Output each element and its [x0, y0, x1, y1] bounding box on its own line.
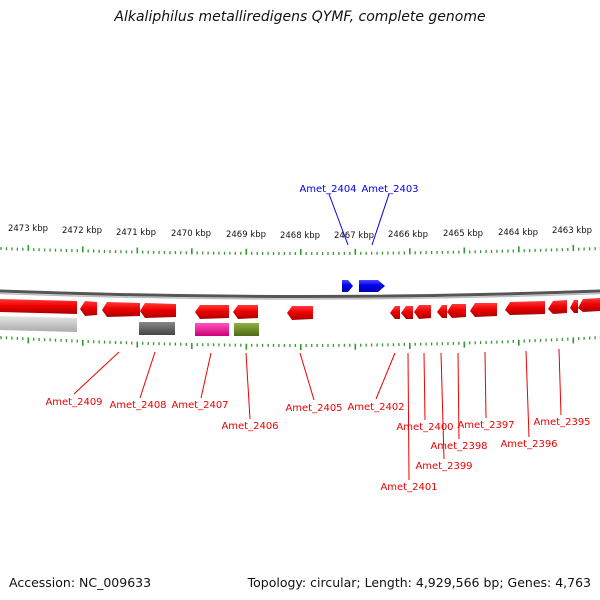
- gene-arrow-amet-2400[interactable]: [414, 305, 431, 319]
- gene-arrow-amet-2406[interactable]: [233, 305, 258, 319]
- gene-arrow-amet-2403[interactable]: [359, 280, 385, 292]
- gene-arrow-amet-2407b[interactable]: [140, 303, 176, 318]
- gene-label[interactable]: Amet_2397: [457, 420, 514, 431]
- gene-label[interactable]: Amet_2403: [361, 184, 418, 195]
- feature-box-olive[interactable]: [234, 323, 259, 336]
- gene-arrow-amet-2405[interactable]: [287, 306, 313, 320]
- scale-label: 2467 kbp: [334, 231, 374, 241]
- gene-label[interactable]: Amet_2408: [109, 400, 166, 411]
- top-gene-labels: Amet_2404 Amet_2403: [299, 184, 419, 246]
- scale-label: 2473 kbp: [8, 224, 48, 234]
- scale-label: 2470 kbp: [171, 229, 211, 239]
- gene-arrow-amet-2398[interactable]: [447, 304, 466, 318]
- scale-label: 2464 kbp: [498, 228, 538, 238]
- gene-label[interactable]: Amet_2400: [396, 422, 453, 433]
- gene-arrow-amet-2399[interactable]: [437, 305, 447, 318]
- genome-backbone: [0, 289, 600, 298]
- gene-label[interactable]: Amet_2404: [299, 184, 356, 195]
- gene-arrow-amet-2397[interactable]: [470, 303, 497, 317]
- forward-genes: [342, 280, 385, 292]
- gene-label[interactable]: Amet_2407: [171, 400, 228, 411]
- gene-arrow-amet-2395[interactable]: [548, 300, 567, 314]
- gene-arrow-amet-2407[interactable]: [195, 305, 229, 319]
- gene-label[interactable]: Amet_2406: [221, 421, 278, 432]
- genome-summary-text: Topology: circular; Length: 4,929,566 bp…: [247, 575, 591, 590]
- reverse-genes: [0, 298, 600, 320]
- genome-title: Alkaliphilus metalliredigens QYMF, compl…: [114, 9, 486, 25]
- feature-box-magenta[interactable]: [195, 323, 229, 336]
- gene-label[interactable]: Amet_2405: [285, 403, 342, 414]
- gene-arrow-amet-2408a[interactable]: [80, 301, 97, 316]
- gene-label[interactable]: Amet_2402: [347, 402, 404, 413]
- scale-label: 2465 kbp: [443, 229, 483, 239]
- gene-arrow-amet-2408[interactable]: [102, 302, 140, 317]
- gene-label[interactable]: Amet_2396: [500, 439, 557, 450]
- gene-label[interactable]: Amet_2399: [415, 461, 472, 472]
- gene-label[interactable]: Amet_2398: [430, 441, 487, 452]
- gene-label[interactable]: Amet_2395: [533, 417, 590, 428]
- scale-label: 2468 kbp: [280, 231, 320, 241]
- gene-arrow-amet-2404[interactable]: [342, 280, 353, 292]
- gene-label[interactable]: Amet_2401: [380, 482, 437, 493]
- scale-ticks-bottom: [0, 336, 600, 350]
- gene-label[interactable]: Amet_2409: [45, 397, 102, 408]
- scale-label: 2466 kbp: [388, 230, 428, 240]
- bottom-gene-labels: Amet_2409 Amet_2408 Amet_2407 Amet_2406 …: [45, 348, 591, 493]
- gene-arrow-amet-2394[interactable]: [570, 300, 578, 313]
- scale-label: 2472 kbp: [62, 226, 102, 236]
- gene-arrow-amet-2401[interactable]: [401, 306, 413, 319]
- gene-arrow-amet-2396[interactable]: [505, 301, 545, 315]
- scale-ticks-top: [0, 244, 600, 255]
- gene-arrow-amet-2409[interactable]: [0, 299, 77, 314]
- feature-boxes: [0, 316, 259, 336]
- scale-label: 2463 kbp: [552, 226, 592, 236]
- feature-box-gray-dark[interactable]: [139, 322, 175, 335]
- scale-label: 2471 kbp: [116, 228, 156, 238]
- gene-arrow-amet-2393[interactable]: [578, 298, 600, 312]
- scale-labels: 2473 kbp 2472 kbp 2471 kbp 2470 kbp 2469…: [8, 224, 592, 241]
- gene-arrow-amet-2402[interactable]: [390, 306, 400, 319]
- accession-text: Accession: NC_009633: [9, 575, 152, 590]
- feature-box-gray-light[interactable]: [0, 316, 77, 332]
- scale-label: 2469 kbp: [226, 230, 266, 240]
